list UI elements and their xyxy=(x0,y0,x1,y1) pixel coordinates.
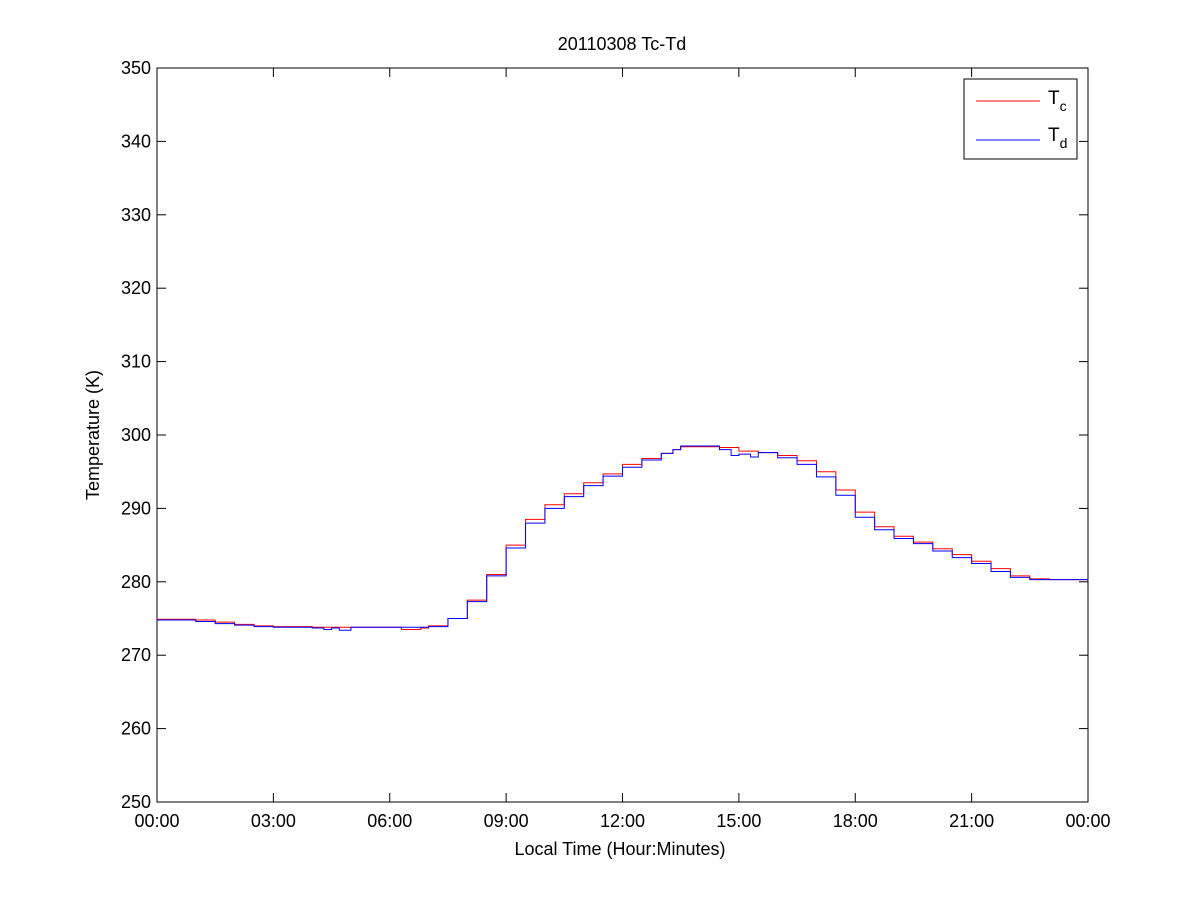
y-tick-label: 330 xyxy=(121,205,151,225)
axis-ticks xyxy=(156,67,1089,803)
x-tick-label: 00:00 xyxy=(1065,811,1110,831)
tick-labels: 00:00 03:00 06:00 09:00 12:00 15:00 18:00 21:00… xyxy=(121,58,1111,831)
x-tick-label: 12:00 xyxy=(600,811,645,831)
series-line-td xyxy=(157,445,1088,631)
x-tick-label: 09:00 xyxy=(484,811,529,831)
x-tick-label: 06:00 xyxy=(367,811,412,831)
y-tick-label: 250 xyxy=(121,792,151,812)
legend-label-tc-main: T xyxy=(1048,88,1060,109)
y-axis-label: Temperature (K) xyxy=(83,370,103,500)
legend-label-td-main: T xyxy=(1048,125,1060,146)
plot-area xyxy=(156,67,1089,803)
y-tick-label: 320 xyxy=(121,278,151,298)
y-tick-label: 300 xyxy=(121,425,151,445)
legend-box xyxy=(963,78,1078,160)
legend-label-td: Td xyxy=(1048,125,1067,151)
y-tick-label: 290 xyxy=(121,498,151,518)
series-group xyxy=(157,445,1089,631)
y-tick-label: 350 xyxy=(121,58,151,78)
legend-entry-tc: Tc xyxy=(976,88,1067,114)
y-tick-label: 280 xyxy=(121,572,151,592)
x-tick-label: 15:00 xyxy=(716,811,761,831)
chart-title: 20110308 Tc-Td xyxy=(558,34,686,54)
legend-label-td-sub: d xyxy=(1060,135,1068,151)
x-tick-label: 00:00 xyxy=(134,811,179,831)
legend-entry-td: Td xyxy=(976,125,1067,151)
legend-label-tc-sub: c xyxy=(1060,98,1067,114)
y-tick-label: 270 xyxy=(121,645,151,665)
x-tick-label: 21:00 xyxy=(949,811,994,831)
x-tick-label: 18:00 xyxy=(833,811,878,831)
y-tick-label: 340 xyxy=(121,131,151,151)
y-tick-label: 310 xyxy=(121,352,151,372)
legend-label-tc: Tc xyxy=(1048,88,1067,114)
legend: Tc Td xyxy=(963,78,1078,160)
x-tick-label: 03:00 xyxy=(251,811,296,831)
y-tick-label: 260 xyxy=(121,719,151,739)
x-axis-label: Local Time (Hour:Minutes) xyxy=(514,839,725,859)
